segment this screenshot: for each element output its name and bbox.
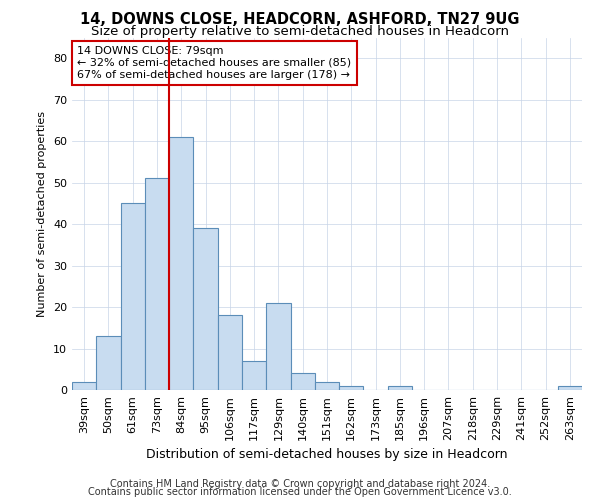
Bar: [169, 137, 193, 390]
X-axis label: Distribution of semi-detached houses by size in Headcorn: Distribution of semi-detached houses by …: [146, 448, 508, 462]
Bar: [266, 303, 290, 390]
Text: 14 DOWNS CLOSE: 79sqm
← 32% of semi-detached houses are smaller (85)
67% of semi: 14 DOWNS CLOSE: 79sqm ← 32% of semi-deta…: [77, 46, 351, 80]
Bar: [218, 316, 242, 390]
Bar: [315, 382, 339, 390]
Bar: [558, 386, 582, 390]
Bar: [96, 336, 121, 390]
Text: Contains public sector information licensed under the Open Government Licence v3: Contains public sector information licen…: [88, 487, 512, 497]
Bar: [145, 178, 169, 390]
Bar: [193, 228, 218, 390]
Bar: [242, 361, 266, 390]
Bar: [72, 382, 96, 390]
Text: Contains HM Land Registry data © Crown copyright and database right 2024.: Contains HM Land Registry data © Crown c…: [110, 479, 490, 489]
Y-axis label: Number of semi-detached properties: Number of semi-detached properties: [37, 111, 47, 317]
Bar: [339, 386, 364, 390]
Text: 14, DOWNS CLOSE, HEADCORN, ASHFORD, TN27 9UG: 14, DOWNS CLOSE, HEADCORN, ASHFORD, TN27…: [80, 12, 520, 28]
Bar: [121, 204, 145, 390]
Bar: [388, 386, 412, 390]
Bar: [290, 374, 315, 390]
Text: Size of property relative to semi-detached houses in Headcorn: Size of property relative to semi-detach…: [91, 25, 509, 38]
